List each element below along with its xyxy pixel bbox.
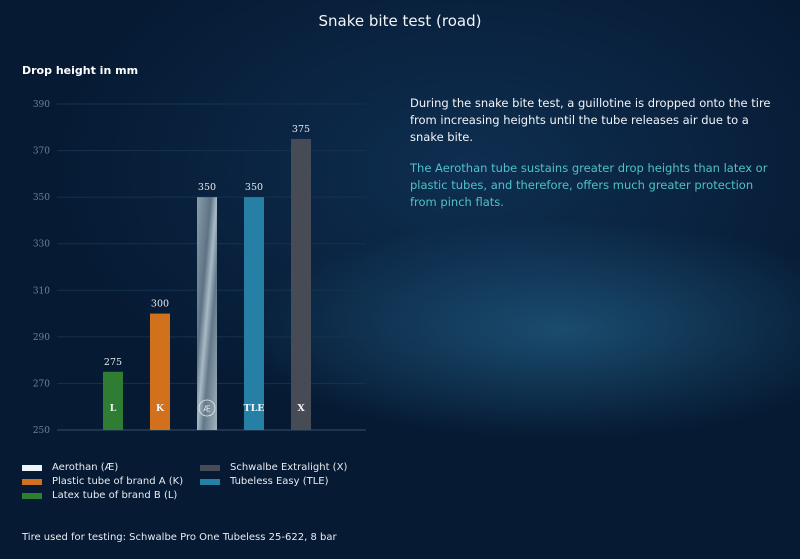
- y-tick-label: 370: [33, 147, 50, 157]
- category-label: X: [297, 403, 305, 414]
- bar-value-label: 350: [198, 182, 216, 193]
- y-tick-label: 330: [33, 240, 50, 250]
- bar-K: [150, 313, 170, 430]
- legend-swatch: [200, 478, 220, 485]
- bar-chart: 250 270 290 310 330 350 370 390 275 L 300 K 350 Æ 350 T…: [33, 100, 366, 436]
- test-tire-note: Tire used for testing: Schwalbe Pro One …: [22, 532, 337, 543]
- legend-swatch: [22, 492, 42, 499]
- aerothan-logo-icon: [198, 399, 216, 417]
- legend-label: Aerothan (Æ): [52, 462, 119, 473]
- y-tick-label: 290: [33, 333, 50, 343]
- legend-swatch: [22, 478, 42, 485]
- description: During the snake bite test, a guillotine…: [410, 95, 780, 225]
- legend-label: Tubeless Easy (TLE): [230, 476, 329, 487]
- bar-value-label: 275: [104, 357, 122, 368]
- bar-value-label: 375: [292, 124, 310, 135]
- bar-X: [291, 138, 311, 430]
- legend-label: Latex tube of brand B (L): [52, 490, 178, 501]
- category-label: Æ: [203, 405, 211, 414]
- legend-swatch: [22, 464, 42, 471]
- y-tick-label: 390: [33, 100, 50, 110]
- bar-TLE: [244, 197, 264, 430]
- legend-item: Aerothan (Æ): [22, 461, 200, 474]
- y-tick-label: 350: [33, 193, 50, 203]
- bar-Æ: [197, 197, 217, 430]
- legend-item: Latex tube of brand B (L): [22, 489, 200, 502]
- legend-item: Plastic tube of brand A (K): [22, 475, 200, 488]
- highlight-paragraph: The Aerothan tube sustains greater drop …: [410, 161, 768, 209]
- description-paragraph: During the snake bite test, a guillotine…: [410, 96, 771, 144]
- legend-item: Tubeless Easy (TLE): [200, 475, 380, 488]
- y-tick-label: 310: [33, 286, 50, 296]
- category-label: TLE: [244, 403, 265, 414]
- category-label: L: [110, 403, 117, 414]
- legend-label: Schwalbe Extralight (X): [230, 462, 348, 473]
- bar-L: [103, 371, 123, 430]
- category-label: K: [156, 403, 165, 414]
- legend-label: Plastic tube of brand A (K): [52, 476, 184, 487]
- bar-value-label: 350: [245, 182, 263, 193]
- bar-value-label: 300: [151, 299, 169, 310]
- legend-swatch: [200, 464, 220, 471]
- y-axis-label: Drop height in mm: [22, 64, 139, 77]
- y-tick-label: 250: [33, 426, 50, 436]
- chart-title: Snake bite test (road): [318, 12, 482, 30]
- y-tick-label: 270: [33, 379, 50, 389]
- legend-item: Schwalbe Extralight (X): [200, 461, 380, 474]
- legend: Aerothan (Æ) Schwalbe Extralight (X) Pla…: [22, 461, 380, 502]
